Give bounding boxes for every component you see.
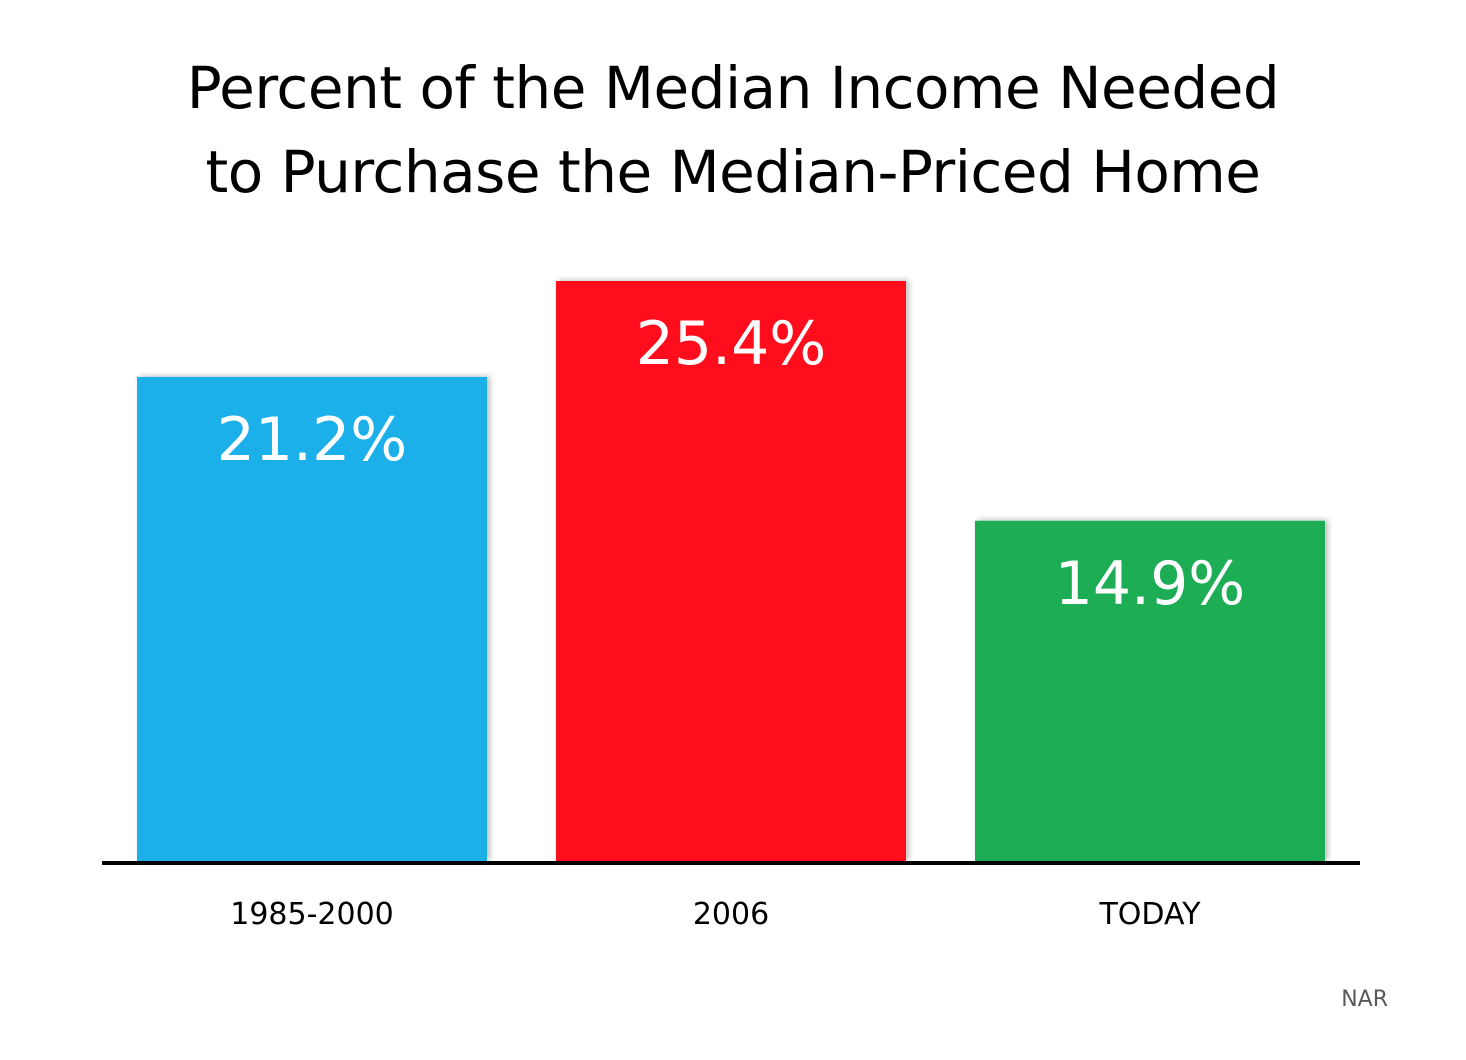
- data-label-2: 14.9%: [1055, 549, 1246, 619]
- x-tick-label-1: 2006: [693, 897, 769, 932]
- labels-group: 1985-2000 2006 TODAY: [230, 897, 1201, 932]
- bar-2: [975, 520, 1325, 861]
- bar-0: [137, 376, 487, 861]
- chart-title: Percent of the Median Income Needed to P…: [0, 46, 1466, 214]
- chart-title-line-2: to Purchase the Median-Priced Home: [205, 138, 1261, 206]
- x-tick-label-2: TODAY: [1098, 897, 1201, 932]
- data-label-1: 25.4%: [636, 309, 827, 379]
- chart-title-line-1: Percent of the Median Income Needed: [186, 54, 1280, 122]
- x-tick-label-0: 1985-2000: [230, 897, 394, 932]
- data-label-0: 21.2%: [217, 405, 408, 475]
- bars-group: 21.2% 25.4% 14.9%: [137, 281, 1325, 861]
- source-label: NAR: [1341, 987, 1388, 1012]
- bar-1: [556, 281, 906, 861]
